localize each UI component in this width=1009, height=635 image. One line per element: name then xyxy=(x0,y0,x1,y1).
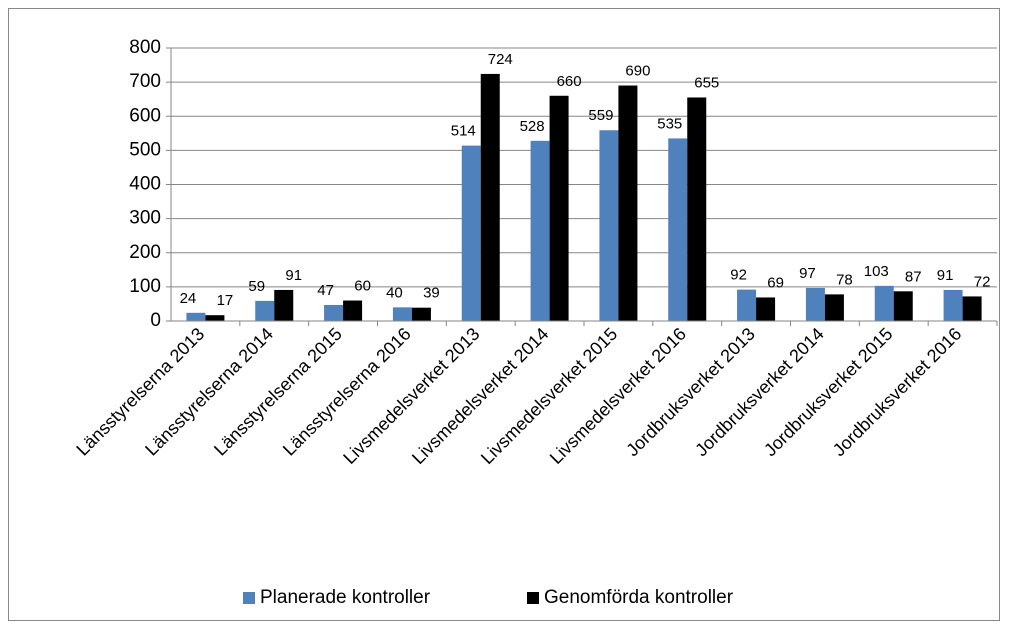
bar xyxy=(274,289,294,321)
data-label: 103 xyxy=(864,263,889,280)
data-label: 87 xyxy=(905,268,922,285)
bar xyxy=(599,130,619,321)
data-label: 39 xyxy=(423,285,440,302)
y-tick-label: 0 xyxy=(150,310,161,331)
y-tick-label: 600 xyxy=(129,105,161,126)
bar xyxy=(343,300,363,321)
y-tick-label: 700 xyxy=(129,71,161,92)
bar xyxy=(205,315,225,321)
y-tick-label: 500 xyxy=(129,139,161,160)
y-tick-label: 300 xyxy=(129,208,161,229)
bar xyxy=(392,307,412,321)
bar xyxy=(893,291,913,321)
data-label: 17 xyxy=(217,292,234,309)
y-tick-label: 800 xyxy=(129,37,161,58)
bar xyxy=(756,297,776,321)
y-tick-label: 400 xyxy=(129,174,161,195)
data-label: 69 xyxy=(767,274,784,291)
bar xyxy=(530,140,550,321)
data-label: 559 xyxy=(588,107,613,124)
data-label: 72 xyxy=(974,273,991,290)
bar xyxy=(687,97,707,321)
bar xyxy=(943,289,963,321)
data-label: 40 xyxy=(386,284,403,301)
data-label: 24 xyxy=(180,290,197,307)
legend-label: Planerade kontroller xyxy=(260,587,431,608)
legend-label: Genomförda kontroller xyxy=(544,587,734,608)
data-label: 535 xyxy=(657,115,682,132)
bar xyxy=(324,304,344,321)
bar xyxy=(255,300,275,321)
y-tick-label: 200 xyxy=(129,242,161,263)
data-label: 660 xyxy=(557,73,582,90)
bar xyxy=(962,296,982,321)
bar xyxy=(668,138,688,321)
y-tick-label: 100 xyxy=(129,276,161,297)
bar xyxy=(461,145,481,321)
bar xyxy=(411,307,431,321)
bar xyxy=(805,287,825,321)
bar xyxy=(824,294,844,321)
data-label: 78 xyxy=(836,271,853,288)
data-label: 59 xyxy=(248,278,265,295)
data-label: 91 xyxy=(937,267,954,284)
bar xyxy=(874,285,894,321)
bar xyxy=(618,85,638,321)
legend-swatch xyxy=(243,592,255,604)
data-label: 92 xyxy=(730,267,747,284)
bar xyxy=(549,95,569,322)
data-label: 724 xyxy=(488,51,513,68)
data-label: 655 xyxy=(694,74,719,91)
bar xyxy=(186,312,206,321)
data-label: 60 xyxy=(354,278,371,295)
bar xyxy=(480,73,500,321)
legend-swatch xyxy=(527,592,539,604)
data-label: 690 xyxy=(625,63,650,80)
bar xyxy=(737,289,757,321)
data-label: 91 xyxy=(285,267,302,284)
data-label: 97 xyxy=(799,265,816,282)
data-label: 528 xyxy=(520,118,545,135)
data-label: 47 xyxy=(317,282,334,299)
data-label: 514 xyxy=(451,123,476,140)
